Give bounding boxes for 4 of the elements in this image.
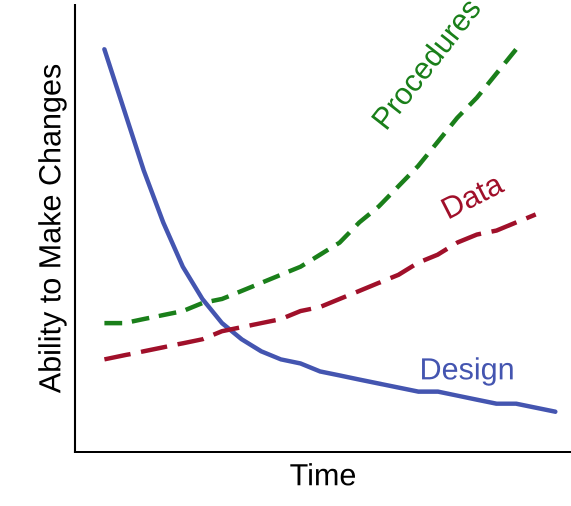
series-label: Design <box>422 357 513 386</box>
y-axis-title: Ability to Make Changes <box>38 64 67 394</box>
text: Data <box>440 172 506 220</box>
x-axis-title: Time <box>290 463 356 486</box>
